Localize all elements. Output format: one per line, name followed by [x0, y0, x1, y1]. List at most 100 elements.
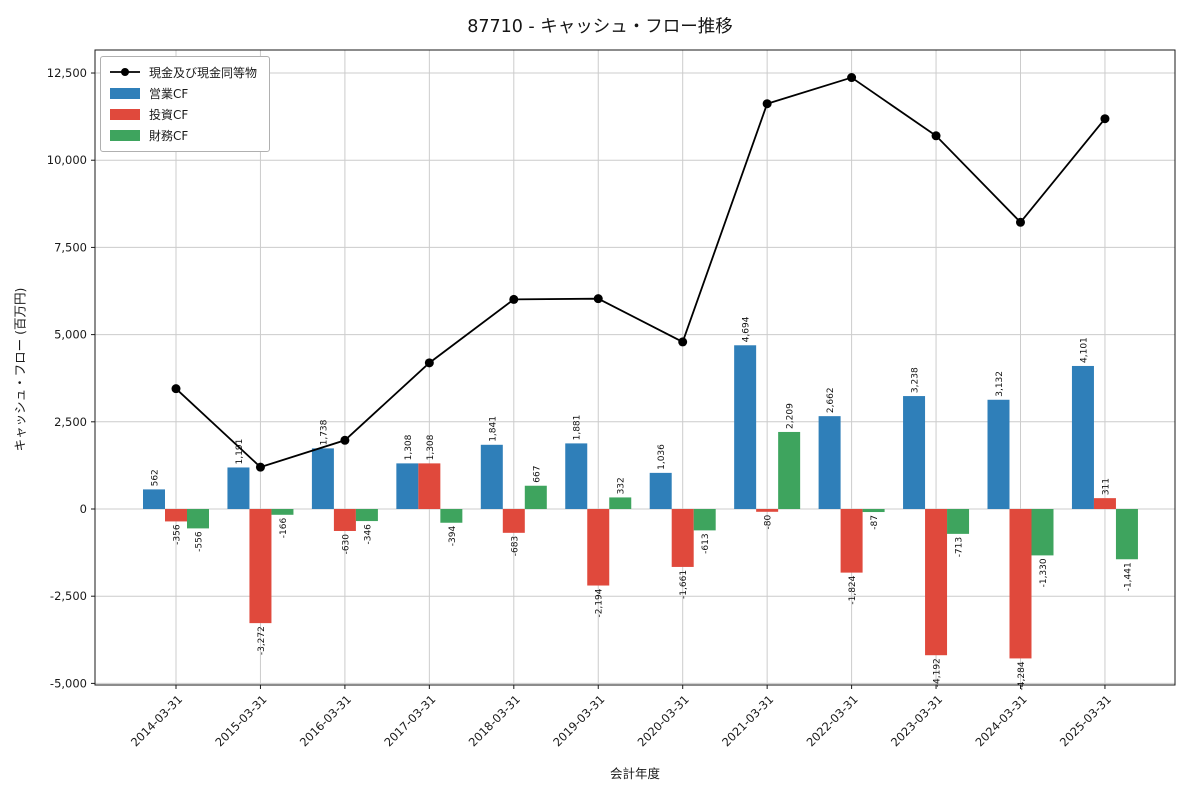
- marker-現金及び現金同等物-2023-03-31: [931, 131, 941, 141]
- bar-財務CF-2025-03-31: [1115, 509, 1138, 560]
- marker-現金及び現金同等物-2018-03-31: [509, 294, 519, 304]
- bar-label: -1,824: [848, 575, 858, 604]
- bar-財務CF-2016-03-31: [355, 509, 378, 522]
- bar-label: -1,330: [1039, 558, 1049, 587]
- bar-label: -394: [448, 525, 458, 546]
- bar-label: 311: [1101, 478, 1111, 495]
- bar-label: 1,881: [573, 415, 583, 441]
- bar-label: -713: [955, 537, 965, 557]
- line-marker-swatch-icon: [110, 68, 140, 76]
- bar-label: -80: [764, 515, 774, 530]
- axes-frame: [94, 49, 1176, 686]
- bar-財務CF-2021-03-31: [778, 431, 801, 510]
- financing-swatch-icon: [110, 130, 140, 141]
- bar-財務CF-2020-03-31: [693, 509, 716, 531]
- bar-label: 2,209: [786, 403, 796, 429]
- x-axis-title: 会計年度: [609, 766, 660, 781]
- bar-財務CF-2023-03-31: [947, 509, 970, 534]
- bar-label: -1,441: [1123, 562, 1133, 591]
- marker-現金及び現金同等物-2020-03-31: [678, 337, 688, 347]
- bar-label: -613: [701, 533, 711, 553]
- bar-label: 4,101: [1079, 337, 1089, 363]
- marker-現金及び現金同等物-2015-03-31: [255, 462, 265, 472]
- legend-item-financing: 財務CF: [109, 126, 257, 144]
- bar-label: 1,738: [319, 419, 329, 445]
- bar-label: 1,308: [426, 434, 436, 460]
- marker-現金及び現金同等物-2014-03-31: [171, 384, 181, 394]
- legend-label-operating: 営業CF: [149, 86, 189, 101]
- ytick-label: 5,000: [54, 328, 87, 342]
- xtick-label: 2016-03-31: [297, 692, 354, 749]
- bar-営業CF-2024-03-31: [987, 399, 1010, 510]
- ytick-label: -2,500: [50, 589, 87, 603]
- bar-投資CF-2024-03-31: [1009, 509, 1032, 659]
- xtick-label: 2019-03-31: [550, 692, 607, 749]
- xtick-label: 2021-03-31: [719, 692, 776, 749]
- bar-営業CF-2018-03-31: [480, 444, 503, 510]
- marker-現金及び現金同等物-2022-03-31: [847, 73, 857, 83]
- bar-label: -2,194: [595, 588, 605, 617]
- chart-title: 87710 - キャッシュ・フロー推移: [467, 17, 733, 37]
- bar-投資CF-2022-03-31: [840, 509, 863, 573]
- bar-label: -4,284: [1017, 661, 1027, 690]
- bar-label: -1,661: [679, 570, 689, 599]
- xtick-label: 2022-03-31: [804, 692, 861, 749]
- legend-label-investing: 投資CF: [149, 107, 189, 122]
- marker-現金及び現金同等物-2017-03-31: [424, 358, 434, 368]
- marker-現金及び現金同等物-2024-03-31: [1016, 217, 1025, 227]
- bar-label: -346: [363, 524, 373, 545]
- bar-財務CF-2018-03-31: [524, 485, 547, 510]
- bar-投資CF-2020-03-31: [671, 509, 694, 567]
- ytick-label: 2,500: [54, 415, 87, 429]
- marker-現金及び現金同等物-2019-03-31: [593, 294, 603, 304]
- bar-投資CF-2021-03-31: [756, 509, 779, 512]
- ytick-label: 12,500: [47, 66, 87, 80]
- marker-現金及び現金同等物-2025-03-31: [1100, 114, 1110, 124]
- legend: 現金及び現金同等物 営業CF 投資CF 財務CF: [100, 56, 271, 152]
- investing-swatch-icon: [110, 109, 140, 120]
- bar-投資CF-2017-03-31: [418, 463, 441, 510]
- legend-item-cash: 現金及び現金同等物: [109, 63, 257, 81]
- bar-営業CF-2016-03-31: [311, 448, 334, 510]
- bar-営業CF-2021-03-31: [734, 345, 757, 510]
- bar-営業CF-2020-03-31: [649, 472, 672, 510]
- marker-現金及び現金同等物-2021-03-31: [762, 99, 772, 109]
- bar-label: -3,272: [257, 626, 267, 655]
- bar-label: -356: [173, 524, 183, 545]
- bar-営業CF-2014-03-31: [143, 489, 165, 510]
- bar-label: -683: [510, 536, 520, 556]
- ytick-label: 10,000: [47, 153, 87, 167]
- bar-label: 667: [532, 466, 542, 483]
- bar-label: -556: [195, 531, 205, 552]
- bar-営業CF-2017-03-31: [396, 463, 419, 510]
- bar-営業CF-2022-03-31: [818, 416, 841, 510]
- legend-item-operating: 営業CF: [109, 84, 257, 102]
- bar-label: 1,308: [404, 434, 414, 460]
- legend-label-cash: 現金及び現金同等物: [149, 65, 258, 80]
- bar-投資CF-2025-03-31: [1093, 498, 1116, 510]
- bar-財務CF-2024-03-31: [1031, 509, 1054, 556]
- legend-item-investing: 投資CF: [109, 105, 257, 123]
- xtick-label: 2017-03-31: [381, 692, 438, 749]
- legend-label-financing: 財務CF: [149, 128, 189, 143]
- operating-swatch-icon: [110, 88, 140, 99]
- bar-投資CF-2019-03-31: [587, 509, 610, 586]
- bar-label: 3,238: [911, 367, 921, 393]
- bar-営業CF-2023-03-31: [903, 396, 926, 510]
- bar-label: 3,132: [995, 371, 1005, 397]
- bar-label: 1,036: [657, 444, 667, 470]
- bar-営業CF-2025-03-31: [1071, 365, 1094, 510]
- xtick-label: 2024-03-31: [972, 692, 1029, 749]
- bar-label: -4,192: [933, 658, 943, 687]
- bar-営業CF-2019-03-31: [565, 443, 588, 510]
- bar-財務CF-2017-03-31: [440, 509, 463, 523]
- bar-投資CF-2023-03-31: [925, 509, 948, 656]
- bar-label: 2,662: [826, 387, 836, 413]
- bar-財務CF-2022-03-31: [862, 509, 885, 513]
- bar-財務CF-2015-03-31: [271, 509, 294, 515]
- line-現金及び現金同等物: [175, 76, 1106, 469]
- xtick-label: 2014-03-31: [128, 692, 185, 749]
- bar-label: 1,841: [488, 416, 498, 442]
